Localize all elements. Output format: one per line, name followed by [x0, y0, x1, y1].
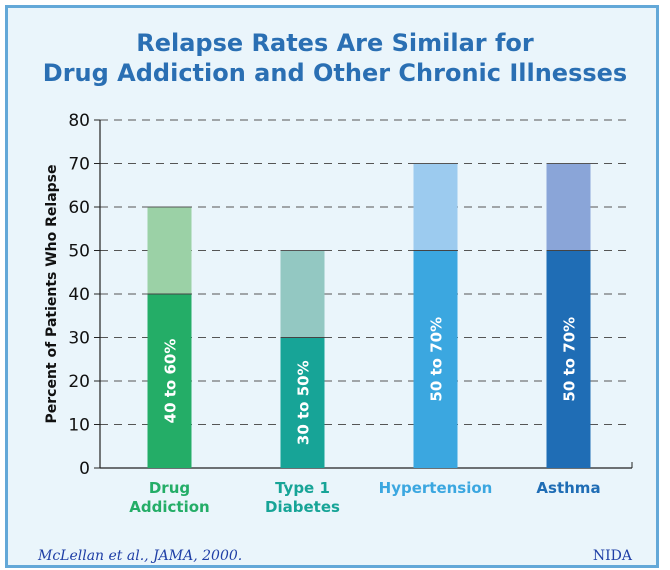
y-tick-label-40: 40 — [68, 285, 90, 305]
source-label: NIDA — [592, 548, 632, 564]
category-label-1-line-0: Type 1 — [275, 479, 330, 497]
category-label-0-line-1: Addiction — [129, 498, 209, 516]
bar-range-label-0: 40 to 60% — [162, 339, 180, 424]
category-label-2-line-0: Hypertension — [379, 479, 493, 497]
y-tick-label-80: 80 — [68, 111, 90, 131]
y-tick-label-0: 0 — [79, 459, 90, 479]
bar-range-label-1: 30 to 50% — [295, 360, 313, 445]
y-tick-label-60: 60 — [68, 198, 90, 218]
y-tick-label-50: 50 — [68, 242, 90, 262]
bar-lower-2 — [413, 250, 458, 468]
chart-title: Relapse Rates Are Similar for Drug Addic… — [0, 28, 670, 88]
bar-lower-1 — [280, 337, 325, 468]
y-tick-label-20: 20 — [68, 372, 90, 392]
bar-upper-0 — [147, 207, 192, 294]
bar-lower-0 — [147, 294, 192, 468]
bar-range-label-3: 50 to 70% — [561, 317, 579, 402]
bar-upper-3 — [546, 163, 591, 251]
y-tick-label-70: 70 — [68, 155, 90, 175]
category-label-3-line-0: Asthma — [536, 479, 600, 497]
bar-upper-2 — [413, 163, 458, 251]
citation: McLellan et al., JAMA, 2000. — [38, 548, 243, 564]
title-line-2: Drug Addiction and Other Chronic Illness… — [42, 59, 628, 87]
category-label-0-line-0: Drug — [149, 479, 190, 497]
y-axis-label: Percent of Patients Who Relapse — [44, 164, 60, 423]
bar-lower-3 — [546, 250, 591, 468]
y-tick-label-30: 30 — [68, 329, 90, 349]
bar-range-label-2: 50 to 70% — [428, 317, 446, 402]
y-tick-label-10: 10 — [68, 416, 90, 436]
bar-upper-1 — [280, 250, 325, 338]
title-line-1: Relapse Rates Are Similar for — [136, 29, 534, 57]
category-label-1-line-1: Diabetes — [265, 498, 340, 516]
